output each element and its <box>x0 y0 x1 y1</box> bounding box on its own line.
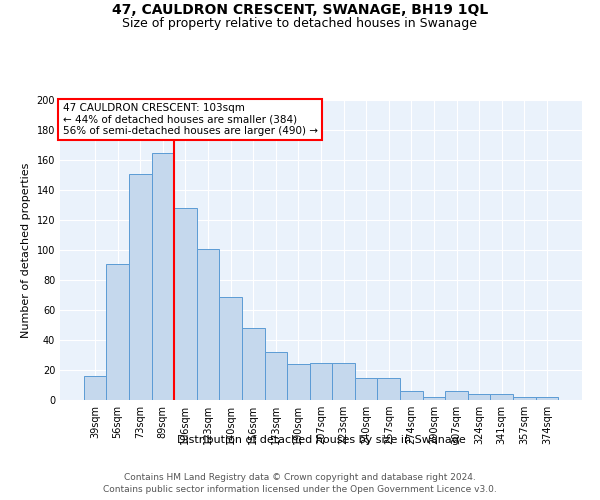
Bar <box>220 296 242 400</box>
Bar <box>332 362 355 400</box>
Bar <box>287 364 310 400</box>
Bar <box>355 378 377 400</box>
Bar <box>513 397 536 400</box>
Bar <box>377 378 400 400</box>
Text: 47 CAULDRON CRESCENT: 103sqm
← 44% of detached houses are smaller (384)
56% of s: 47 CAULDRON CRESCENT: 103sqm ← 44% of de… <box>62 103 317 136</box>
Bar <box>174 208 197 400</box>
Bar <box>468 394 490 400</box>
Bar <box>400 391 422 400</box>
Y-axis label: Number of detached properties: Number of detached properties <box>21 162 31 338</box>
Bar <box>422 397 445 400</box>
Bar <box>445 391 468 400</box>
Bar <box>242 328 265 400</box>
Bar <box>84 376 106 400</box>
Text: Contains public sector information licensed under the Open Government Licence v3: Contains public sector information licen… <box>103 485 497 494</box>
Bar <box>490 394 513 400</box>
Bar <box>265 352 287 400</box>
Text: Size of property relative to detached houses in Swanage: Size of property relative to detached ho… <box>122 18 478 30</box>
Bar <box>197 248 220 400</box>
Text: Distribution of detached houses by size in Swanage: Distribution of detached houses by size … <box>176 435 466 445</box>
Bar <box>310 362 332 400</box>
Bar <box>129 174 152 400</box>
Bar <box>536 397 558 400</box>
Text: Contains HM Land Registry data © Crown copyright and database right 2024.: Contains HM Land Registry data © Crown c… <box>124 472 476 482</box>
Text: 47, CAULDRON CRESCENT, SWANAGE, BH19 1QL: 47, CAULDRON CRESCENT, SWANAGE, BH19 1QL <box>112 2 488 16</box>
Bar <box>152 152 174 400</box>
Bar <box>106 264 129 400</box>
